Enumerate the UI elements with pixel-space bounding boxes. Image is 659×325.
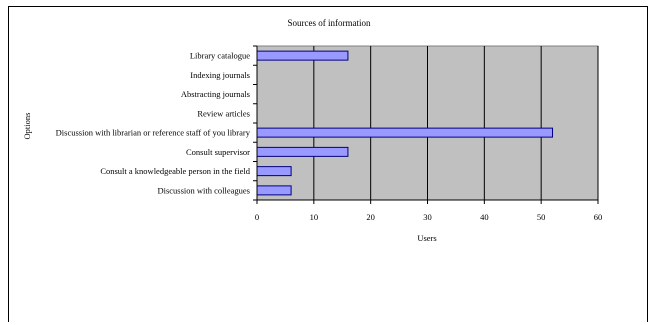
bar [256,185,292,196]
bar [256,146,349,157]
y-tick-label: Discussion with librarian or reference s… [56,128,251,138]
x-tick-label: 60 [594,212,603,222]
y-tick-label: Discussion with colleagues [157,185,250,195]
x-axis: 0 10 20 30 40 50 60 [255,199,603,222]
y-tick-label: Review articles [197,108,250,118]
x-tick-label: 0 [255,212,259,222]
x-tick-label: 50 [537,212,546,222]
x-tick-label: 30 [423,212,432,222]
y-axis: Library catalogue Indexing journals Abstra… [56,45,258,201]
x-tick-label: 10 [310,212,319,222]
y-tick-label: Consult a knowledgeable person in the fi… [100,166,250,176]
bar [256,50,349,61]
x-tick-label: 20 [366,212,375,222]
gridlines [313,46,599,200]
bar [256,166,292,177]
y-tick-label: Abstracting journals [181,89,250,99]
chart-frame [8,6,648,322]
y-tick-label: Indexing journals [190,70,250,80]
chart-title: Sources of information [288,18,371,28]
y-axis-label: Options [22,113,32,140]
x-axis-label: Users [417,233,436,243]
x-tick-label: 40 [480,212,489,222]
bar [256,127,554,138]
y-tick-label: Consult supervisor [186,147,250,157]
y-tick-label: Library catalogue [190,51,250,61]
